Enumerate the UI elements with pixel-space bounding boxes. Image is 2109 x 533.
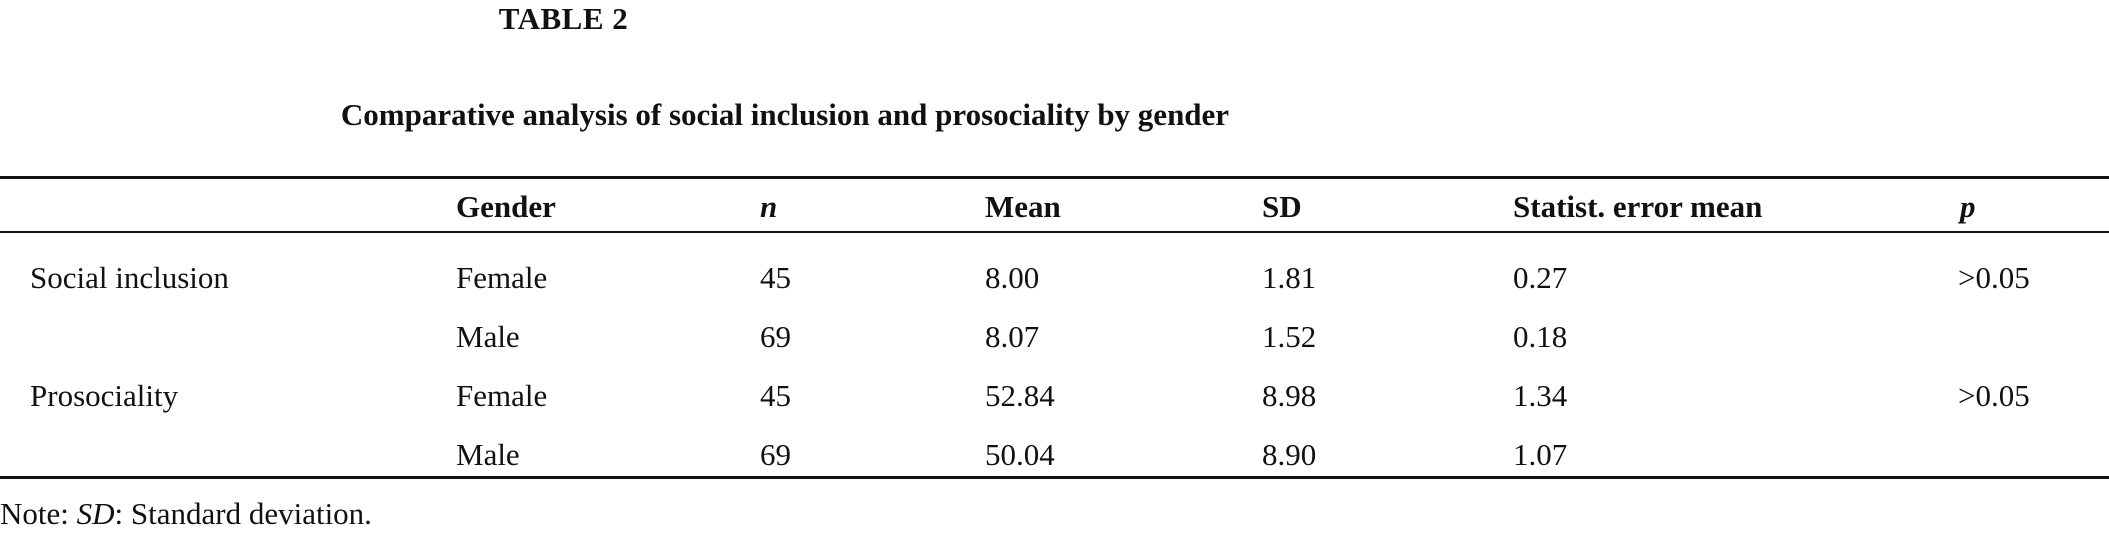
row-gender-cell: Male: [456, 319, 520, 354]
header-gender: Gender: [456, 189, 556, 224]
table-top-rule: [0, 176, 2109, 179]
row-n-cell: 45: [760, 260, 791, 295]
row-sd-cell: 1.81: [1262, 260, 1317, 295]
row-mean-cell: 8.00: [985, 260, 1040, 295]
table-note: Note: SD: Standard deviation.: [0, 495, 372, 533]
table-header-rule: [0, 231, 2109, 233]
row-sd-cell: 1.52: [1262, 319, 1317, 354]
row-gender-cell: Male: [456, 437, 520, 472]
row-variable-cell: Prosociality: [30, 378, 179, 413]
row-gender-cell: Female: [456, 260, 548, 295]
header-n: n: [760, 189, 778, 224]
table-bottom-rule: [0, 476, 2109, 479]
header-sd: SD: [1262, 189, 1302, 224]
row-sd-cell: 8.98: [1262, 378, 1317, 413]
row-mean-cell: 50.04: [985, 437, 1055, 472]
row-gender-cell: Female: [456, 378, 548, 413]
header-statistical-error-mean: Statist. error mean: [1513, 189, 1763, 224]
header-mean: Mean: [985, 189, 1061, 224]
row-sem-cell: 1.07: [1513, 437, 1568, 472]
row-n-cell: 69: [760, 319, 791, 354]
note-prefix: Note:: [0, 496, 77, 531]
note-abbreviation: SD: [76, 496, 115, 531]
row-sd-cell: 8.90: [1262, 437, 1317, 472]
row-n-cell: 45: [760, 378, 791, 413]
note-text: : Standard deviation.: [114, 496, 372, 531]
row-sem-cell: 0.27: [1513, 260, 1568, 295]
row-n-cell: 69: [760, 437, 791, 472]
row-mean-cell: 8.07: [985, 319, 1040, 354]
row-p-cell: >0.05: [1958, 378, 2030, 413]
table-caption: Comparative analysis of social inclusion…: [340, 97, 1230, 132]
table-label: TABLE 2: [498, 1, 629, 36]
row-sem-cell: 1.34: [1513, 378, 1568, 413]
header-p: p: [1960, 189, 1976, 224]
row-mean-cell: 52.84: [985, 378, 1055, 413]
row-sem-cell: 0.18: [1513, 319, 1568, 354]
row-variable-cell: Social inclusion: [30, 260, 229, 295]
row-p-cell: >0.05: [1958, 260, 2030, 295]
